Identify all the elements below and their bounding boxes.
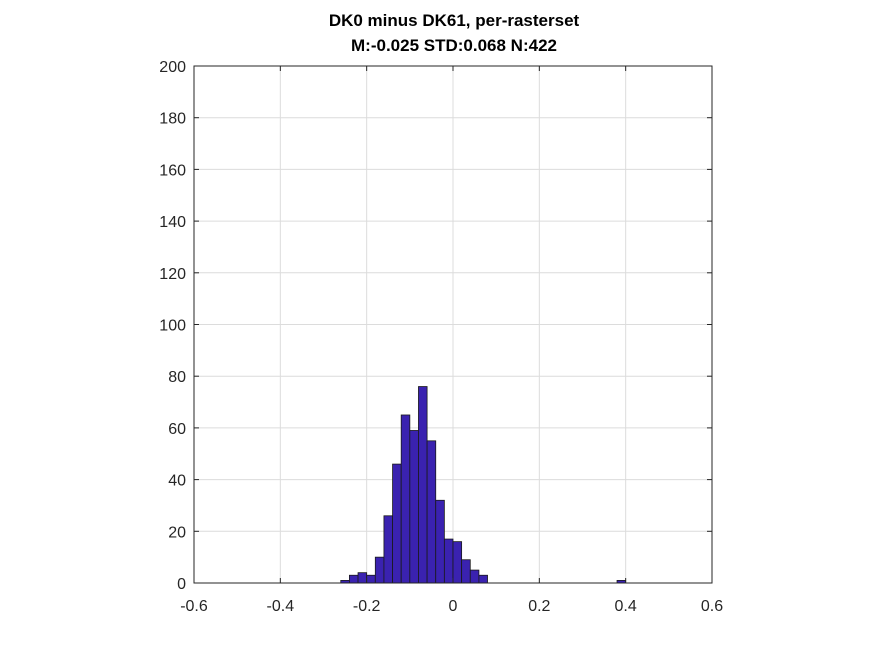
histogram-bar — [348, 574, 359, 584]
x-axis-ticks: -0.6 -0.4 -0.2 0 0.2 0.4 0.6 — [180, 66, 723, 615]
y-tick-label: 100 — [159, 318, 186, 335]
x-tick-label: 0.2 — [528, 598, 550, 615]
x-tick-label: 0 — [449, 598, 458, 615]
histogram-bar — [452, 541, 463, 584]
x-tick-label: -0.6 — [180, 598, 208, 615]
y-tick-label: 120 — [159, 266, 186, 283]
y-axis-ticks: 0 20 40 60 80 100 120 140 160 180 200 — [159, 59, 712, 593]
histogram-bar — [357, 572, 368, 584]
histogram-bar — [392, 463, 402, 584]
y-tick-label: 140 — [159, 214, 186, 231]
histogram-bar — [374, 556, 385, 584]
y-tick-label: 160 — [159, 162, 186, 179]
histogram-bar — [383, 515, 393, 584]
histogram-bar — [461, 559, 471, 584]
chart-subtitle: M:-0.025 STD:0.068 N:422 — [351, 36, 557, 55]
histogram-bar — [443, 538, 454, 584]
histogram-bar — [478, 574, 488, 584]
y-tick-label: 60 — [168, 421, 186, 438]
histogram-bars — [340, 386, 627, 584]
x-tick-label: -0.4 — [267, 598, 295, 615]
x-tick-label: -0.2 — [353, 598, 381, 615]
histogram-bar — [366, 574, 376, 584]
histogram-bar — [409, 430, 419, 584]
histogram-bar — [418, 386, 428, 584]
histogram-bar — [426, 440, 437, 584]
y-tick-label: 180 — [159, 111, 186, 128]
y-tick-label: 40 — [168, 473, 186, 490]
grid-lines — [193, 65, 713, 584]
y-tick-label: 20 — [168, 524, 186, 541]
histogram-bar — [400, 414, 411, 584]
histogram-bar — [435, 499, 445, 584]
x-tick-label: 0.6 — [701, 598, 723, 615]
chart-title: DK0 minus DK61, per-rasterset — [329, 11, 580, 30]
y-tick-label: 80 — [168, 369, 186, 386]
histogram-bar — [469, 569, 480, 584]
x-tick-label: 0.4 — [615, 598, 637, 615]
y-tick-label: 0 — [177, 576, 186, 593]
y-tick-label: 200 — [159, 59, 186, 76]
